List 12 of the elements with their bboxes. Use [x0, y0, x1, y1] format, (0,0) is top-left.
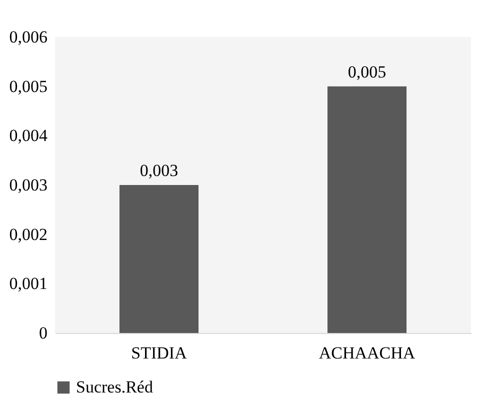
- y-tick-label: 0,004: [9, 126, 48, 146]
- y-tick-label: 0,005: [9, 76, 48, 96]
- data-label: 0,005: [348, 62, 386, 82]
- data-label: 0,003: [140, 161, 178, 180]
- legend-label: Sucres.Réd: [76, 378, 154, 396]
- y-tick-label: 0,003: [9, 176, 48, 194]
- y-tick-label: 0,001: [9, 274, 48, 294]
- y-tick-label: 0,006: [9, 28, 48, 46]
- y-tick-label: 0,002: [9, 224, 48, 244]
- x-tick-label: ACHAACHA: [318, 344, 416, 362]
- x-tick-label: STIDIA: [131, 344, 188, 362]
- y-tick-label: 0: [39, 324, 48, 342]
